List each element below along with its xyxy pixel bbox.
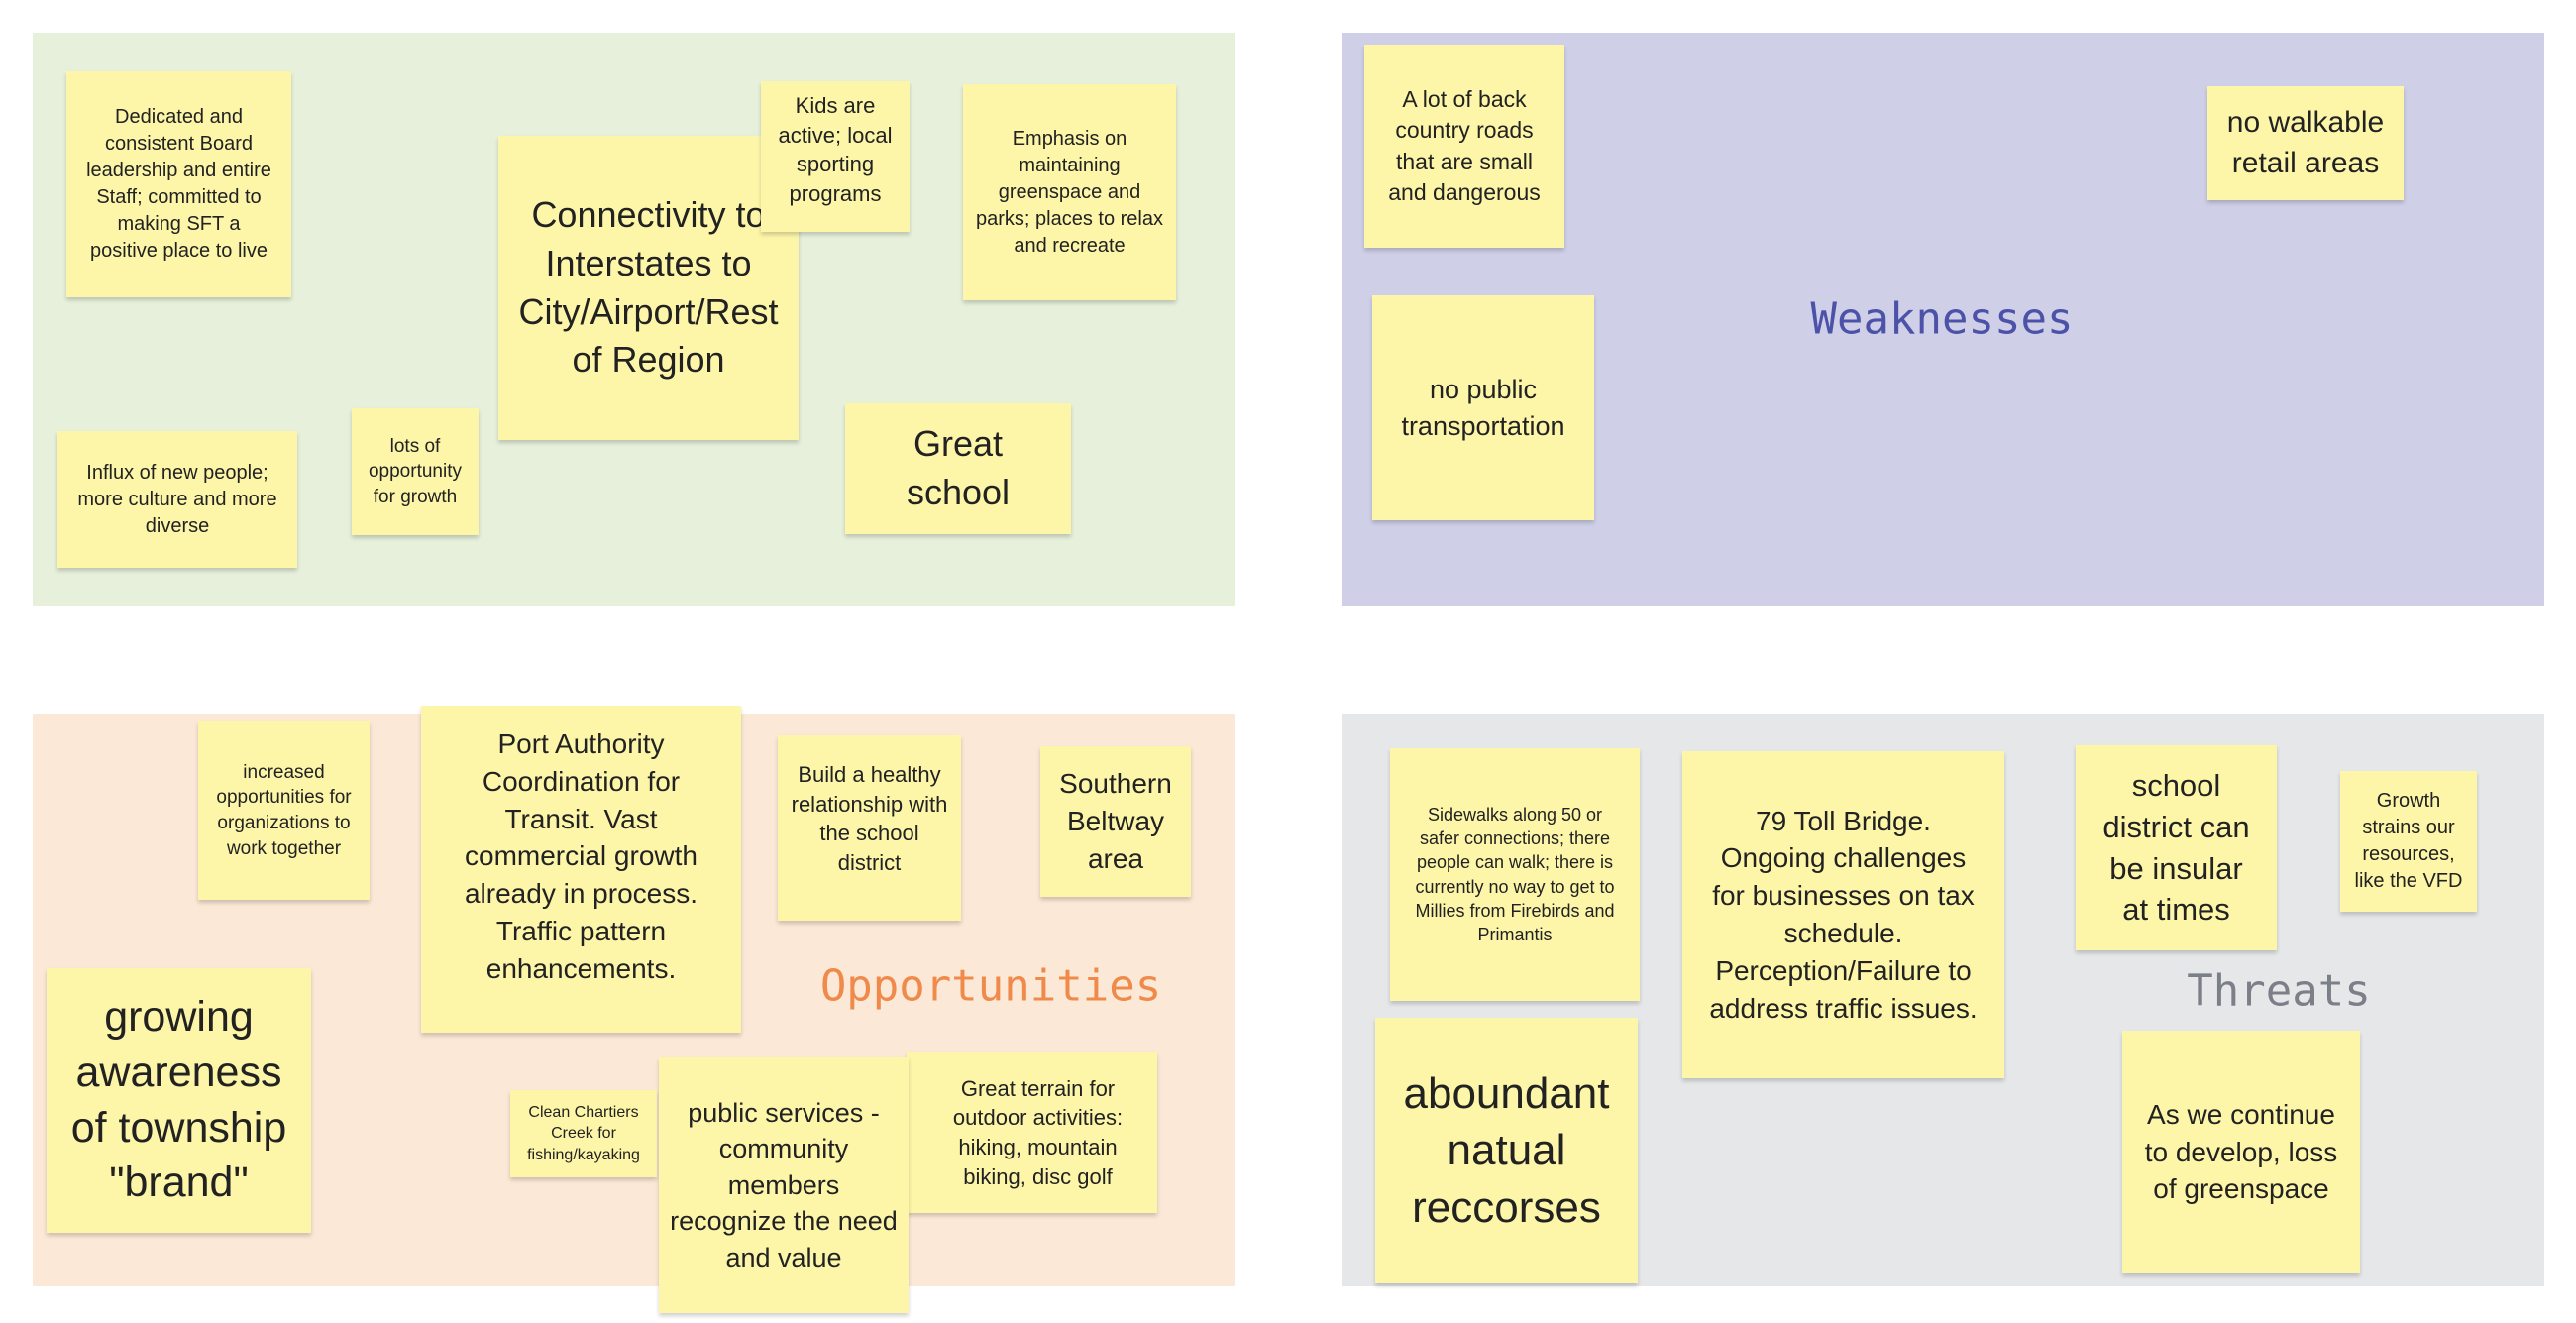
sticky-note[interactable]: Port Authority Coordination for Transit.… [421,706,741,1033]
sticky-note[interactable]: public services - community members reco… [659,1057,909,1313]
sticky-note[interactable]: school district can be insular at times [2076,745,2277,950]
note-text: no public transportation [1401,375,1565,441]
note-text: no walkable retail areas [2226,106,2385,179]
note-text: Clean Chartiers Creek for fishing/kayaki… [527,1103,640,1163]
sticky-note[interactable]: no public transportation [1372,295,1594,520]
sticky-note[interactable]: Dedicated and consistent Board leadershi… [66,71,291,297]
note-text: Build a healthy relationship with the sc… [791,762,948,876]
note-text: Influx of new people; more culture and m… [77,461,277,537]
note-text: school district can be insular at times [2102,767,2250,928]
sticky-note[interactable]: Clean Chartiers Creek for fishing/kayaki… [510,1090,657,1177]
note-text: lots of opportunity for growth [368,435,462,507]
sticky-note[interactable]: As we continue to develop, loss of green… [2122,1031,2360,1273]
note-text: Growth strains our resources, like the V… [2354,790,2463,892]
note-text: Kids are active; local sporting programs [778,93,893,207]
note-text: growing awareness of township "brand" [70,992,287,1207]
sticky-note[interactable]: Great terrain for outdoor activities: hi… [907,1052,1157,1213]
note-text: As we continue to develop, loss of green… [2144,1098,2338,1205]
note-text: A lot of back country roads that are sma… [1388,86,1541,205]
sticky-note[interactable]: 79 Toll Bridge. Ongoing challenges for b… [1682,751,2004,1078]
sticky-note[interactable]: Sidewalks along 50 or safer connections;… [1390,748,1640,1001]
note-text: aboundant natual reccorses [1403,1069,1610,1232]
sticky-note[interactable]: growing awareness of township "brand" [47,968,311,1233]
sticky-note[interactable]: Emphasis on maintaining greenspace and p… [963,84,1176,300]
note-text: Great terrain for outdoor activities: hi… [952,1075,1124,1189]
sticky-note[interactable]: Build a healthy relationship with the sc… [778,735,961,921]
sticky-note[interactable]: Kids are active; local sporting programs [761,81,910,232]
sticky-note[interactable]: Southern Beltway area [1040,746,1191,897]
note-text: Dedicated and consistent Board leadershi… [86,106,271,262]
weaknesses-title: Weaknesses [1810,293,2074,345]
sticky-note[interactable]: increased opportunities for organization… [198,721,370,900]
note-text: Port Authority Coordination for Transit.… [464,728,698,984]
note-text: Emphasis on maintaining greenspace and p… [976,127,1163,257]
sticky-note[interactable]: lots of opportunity for growth [352,408,479,535]
note-text: increased opportunities for organization… [216,761,352,859]
sticky-note[interactable]: Growth strains our resources, like the V… [2340,771,2477,912]
sticky-note[interactable]: Influx of new people; more culture and m… [57,431,297,568]
note-text: Southern Beltway area [1059,768,1172,874]
sticky-note[interactable]: aboundant natual reccorses [1375,1018,1638,1283]
note-text: Connectivity to Interstates to City/Airp… [518,194,779,381]
note-text: public services - community members reco… [670,1097,898,1272]
note-text: Sidewalks along 50 or safer connections;… [1415,804,1615,945]
threats-title: Threats [2187,965,2371,1017]
note-text: 79 Toll Bridge. Ongoing challenges for b… [1709,805,1978,1024]
note-text: Great school [906,423,1011,512]
sticky-note[interactable]: Connectivity to Interstates to City/Airp… [498,136,799,440]
opportunities-title: Opportunities [819,960,1162,1012]
sticky-note[interactable]: Great school [845,403,1071,534]
sticky-note[interactable]: A lot of back country roads that are sma… [1364,45,1564,248]
sticky-note[interactable]: no walkable retail areas [2207,86,2404,200]
